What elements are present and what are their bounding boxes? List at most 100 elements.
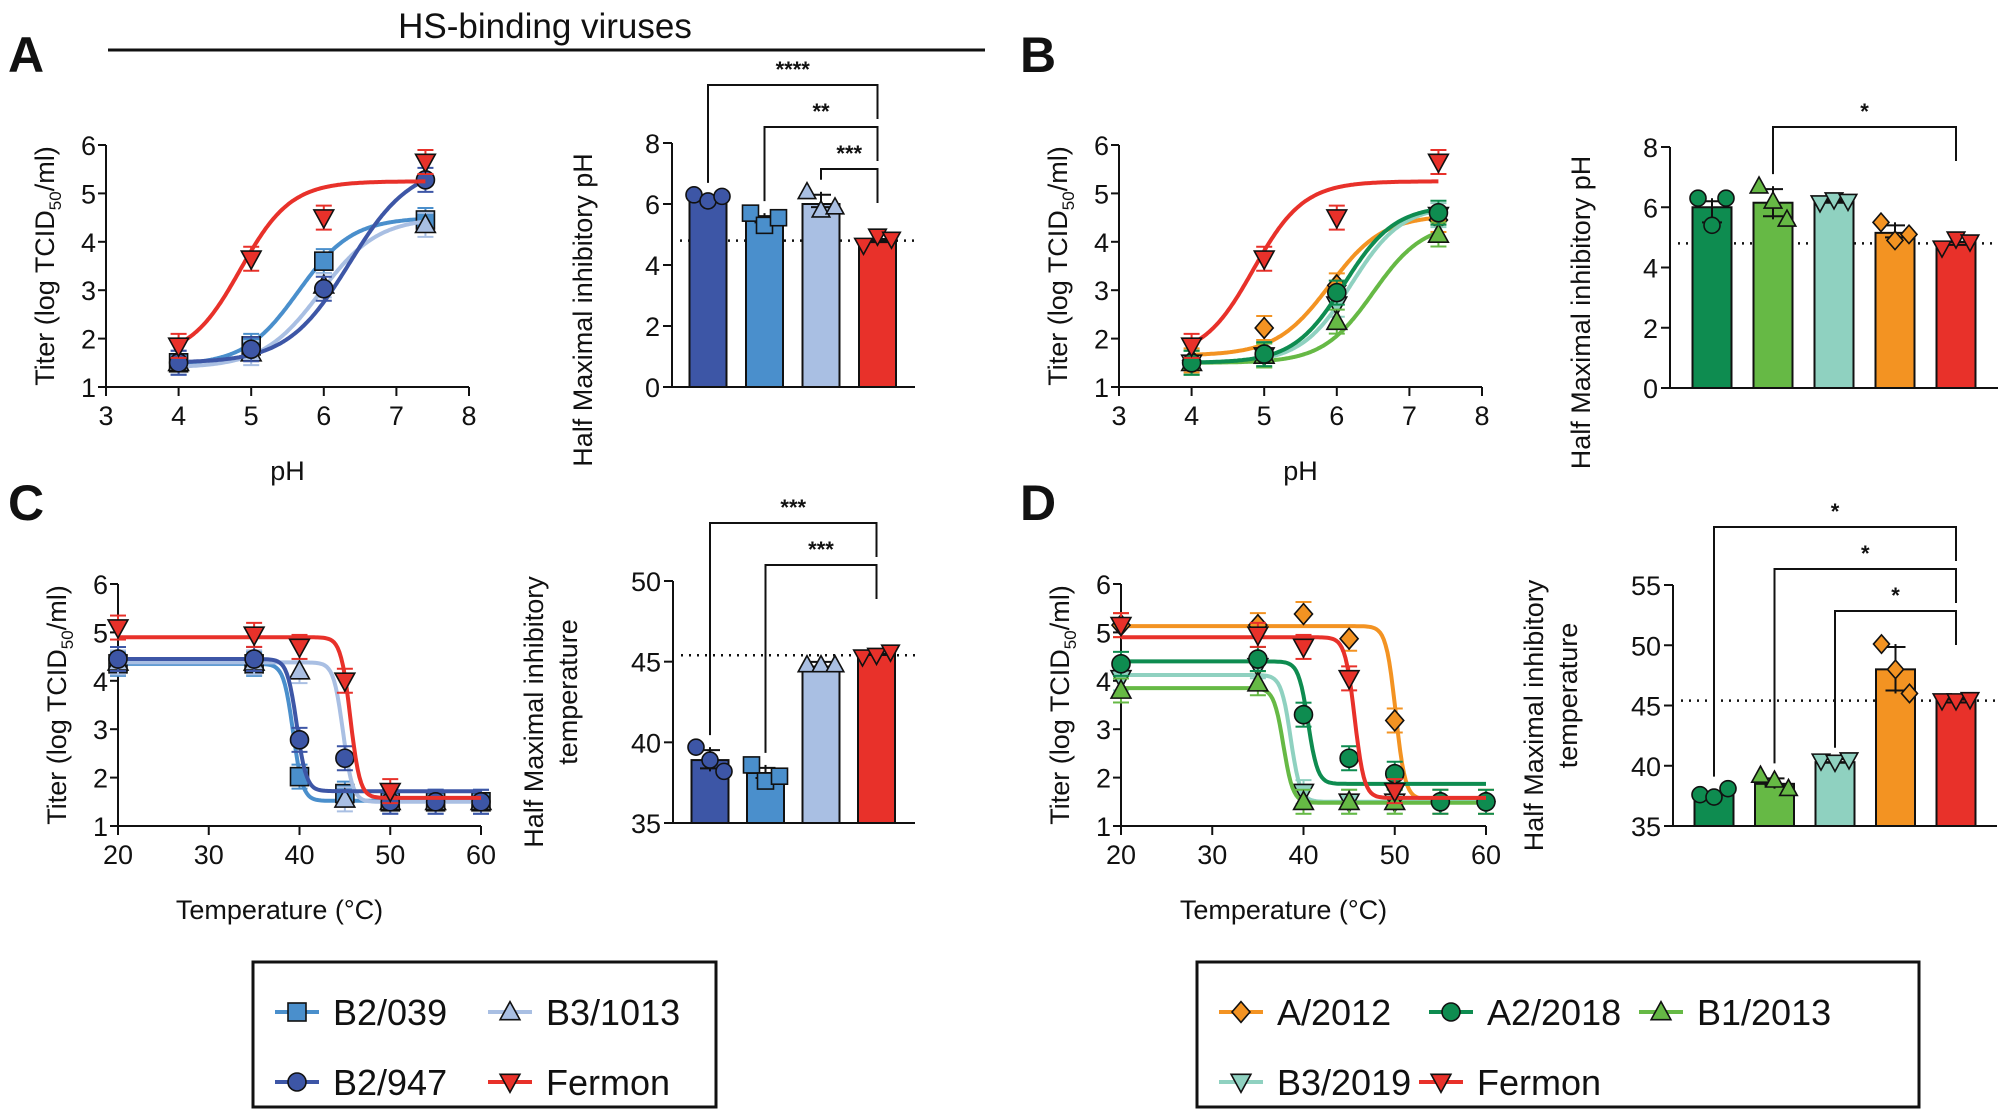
data-point — [471, 791, 491, 812]
data-point — [1180, 337, 1203, 358]
significance-label: * — [1891, 583, 1900, 608]
legend-box — [1195, 960, 1921, 1109]
bar-B1-2013 — [1752, 201, 1794, 389]
diamond-icon — [1230, 1000, 1252, 1024]
replicate-point — [1703, 216, 1721, 235]
y-tick-label: 2 — [1094, 325, 1109, 355]
x-tick-label: 8 — [461, 401, 476, 431]
y-tick-label: 45 — [1631, 692, 1661, 722]
replicate-point — [1750, 764, 1771, 783]
y-tick-label: 35 — [1631, 812, 1661, 842]
replicate-point — [866, 647, 887, 667]
replicate-point — [824, 654, 846, 673]
y-axis-label: temperature — [553, 619, 583, 765]
fit-curve-B2-039 — [178, 216, 426, 366]
x-axis-label: pH — [1283, 456, 1318, 486]
data-point — [1252, 250, 1276, 271]
fit-curve-A2-2018 — [1191, 207, 1439, 365]
bar-B2-039 — [745, 218, 784, 388]
replicate-point — [1872, 633, 1891, 655]
legend-label: A2/2018 — [1487, 992, 1621, 1033]
replicate-point — [1945, 693, 1967, 712]
y-tick-label: 6 — [1643, 193, 1658, 223]
y-axis-label: Titer (log TCID50/ml) — [1043, 146, 1078, 385]
significance-label: * — [1861, 541, 1870, 566]
y-tick-label: 8 — [1643, 133, 1658, 163]
data-point — [333, 672, 357, 693]
fit-curve-B3-1013 — [178, 219, 426, 369]
triangle-down-icon — [498, 1073, 522, 1095]
legend-label: Fermon — [546, 1062, 670, 1103]
replicate-point — [769, 208, 788, 227]
y-tick-label: 2 — [81, 325, 96, 355]
replicate-point — [687, 738, 705, 756]
y-axis-label: Half Maximal inhibitory pH — [1566, 156, 1596, 470]
fit-curve-B2-947 — [178, 178, 427, 364]
y-tick-label: 4 — [1094, 228, 1109, 258]
data-point — [1292, 638, 1315, 659]
data-point — [1293, 704, 1314, 725]
y-tick-label: 1 — [1096, 812, 1111, 842]
replicate-point — [867, 228, 888, 247]
square-icon — [287, 1002, 307, 1022]
y-tick-label: 40 — [631, 728, 661, 758]
data-point — [289, 730, 310, 750]
panel-label: A — [8, 27, 44, 83]
y-tick-label: 2 — [645, 312, 660, 342]
replicate-point — [1886, 658, 1905, 680]
replicate-point — [1809, 195, 1831, 214]
x-tick-label: 6 — [1329, 401, 1344, 431]
significance-bracket — [764, 564, 878, 753]
replicate-point — [1762, 190, 1784, 209]
y-tick-label: 1 — [93, 812, 108, 842]
y-axis-label: Titer (log TCID50/ml) — [30, 146, 65, 385]
chart-A-line: A 1 2 3 4 5 6 3 4 5 6 7 8 pH Titer (log TCID50/ml) — [8, 27, 477, 486]
replicate-point — [1719, 779, 1737, 798]
triangle-down-icon — [1429, 1073, 1453, 1095]
y-tick-label: 1 — [1094, 373, 1109, 403]
x-tick-label: 3 — [1111, 401, 1126, 431]
x-tick-label: 40 — [284, 840, 314, 870]
y-tick-label: 6 — [81, 131, 96, 161]
x-tick-label: 20 — [1106, 840, 1136, 870]
bar-B3-2019 — [1813, 200, 1855, 389]
replicate-point — [1931, 693, 1953, 712]
chart-B-bar: 0 2 4 6 8 Half Maximal inhibitory pH * — [1566, 99, 1998, 469]
significance-bracket — [1834, 610, 1957, 748]
replicate-point — [824, 196, 846, 215]
replicate-point — [1838, 752, 1860, 771]
y-tick-label: 35 — [631, 809, 661, 839]
y-axis-label: Titer (log TCID50/ml) — [1045, 585, 1080, 824]
y-tick-label: 4 — [93, 667, 108, 697]
data-point — [106, 619, 130, 640]
replicate-point — [713, 187, 731, 206]
y-tick-label: 4 — [1643, 254, 1658, 284]
data-point — [1430, 791, 1451, 812]
significance-label: ** — [812, 99, 830, 124]
y-axis-label: Half Maximal inhibitory — [519, 576, 549, 848]
x-tick-label: 50 — [375, 840, 405, 870]
y-tick-label: 3 — [1096, 715, 1111, 745]
header-title: HS-binding viruses — [398, 7, 692, 46]
y-tick-label: 3 — [1094, 276, 1109, 306]
data-point — [1248, 649, 1268, 669]
y-axis-label: temperature — [1553, 623, 1583, 769]
data-point — [1427, 222, 1450, 243]
bar-Fermon — [1935, 698, 1977, 827]
data-point — [1325, 209, 1349, 230]
data-point — [1109, 678, 1133, 699]
replicate-point — [715, 762, 733, 781]
fit-curve-A2-2018 — [1121, 659, 1486, 786]
data-point — [1383, 782, 1407, 804]
data-point — [1254, 344, 1274, 364]
x-tick-label: 3 — [98, 401, 113, 431]
y-tick-label: 50 — [1631, 631, 1661, 661]
x-tick-label: 30 — [1197, 840, 1227, 870]
chart-C-bar: 35 40 45 50 Half Maximal inhibitory temperatu… — [519, 495, 915, 848]
significance-bracket — [1713, 526, 1957, 777]
replicate-point — [742, 756, 761, 774]
y-tick-label: 4 — [1096, 667, 1111, 697]
data-point — [1293, 602, 1314, 626]
